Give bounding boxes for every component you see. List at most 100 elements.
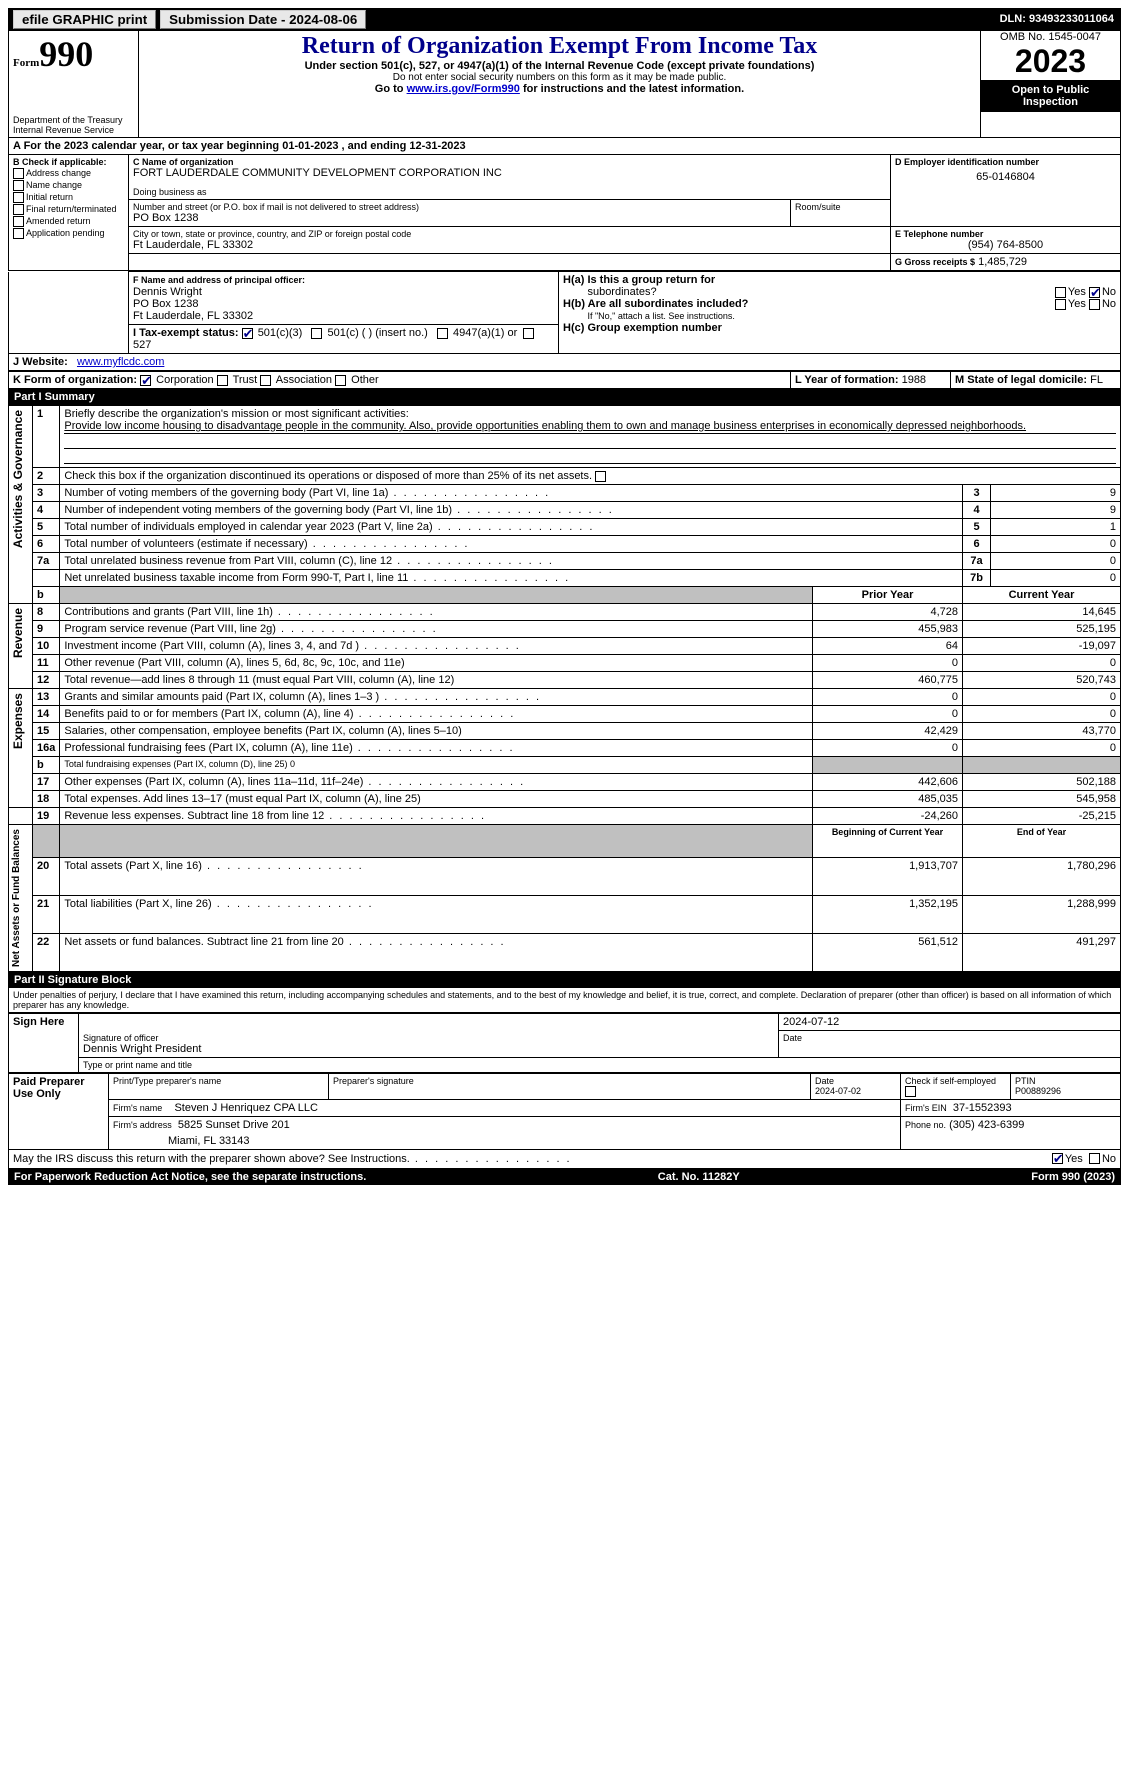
part1-header: Part I Summary — [8, 389, 1121, 405]
501c-checkbox[interactable] — [311, 328, 322, 339]
firm-ein-label: Firm's EIN — [905, 1103, 947, 1113]
l4-text: Number of independent voting members of … — [64, 504, 452, 516]
sign-here-label: Sign Here — [9, 1014, 79, 1073]
section-e-label: E Telephone number — [895, 229, 1116, 239]
prep-date-label: Date — [815, 1076, 834, 1086]
opt-assoc: Association — [276, 374, 332, 386]
hb-yes-checkbox[interactable] — [1055, 299, 1066, 310]
year-end: 12-31-2023 — [409, 140, 465, 152]
opt-527: 527 — [133, 339, 151, 351]
section-m-label: M State of legal domicile: — [955, 374, 1087, 386]
corp-checkbox[interactable] — [140, 375, 151, 386]
rot-netassets: Net Assets or Fund Balances — [9, 825, 24, 971]
ptin-value: P00889296 — [1015, 1086, 1061, 1096]
app-pending-checkbox[interactable] — [13, 228, 24, 239]
501c3-checkbox[interactable] — [242, 328, 253, 339]
prep-phone-label: Phone no. — [905, 1120, 946, 1130]
final-return-checkbox[interactable] — [13, 204, 24, 215]
room-label: Room/suite — [795, 202, 886, 212]
section-b-label: B Check if applicable: — [13, 157, 124, 167]
l13-text: Grants and similar amounts paid (Part IX… — [64, 691, 379, 703]
rot-activities: Activities & Governance — [9, 406, 27, 552]
r11p: 0 — [813, 655, 963, 672]
v4: 9 — [991, 502, 1121, 519]
r9p: 455,983 — [813, 621, 963, 638]
may-irs-no-checkbox[interactable] — [1089, 1153, 1100, 1164]
l20-text: Total assets (Part X, line 16) — [64, 860, 202, 872]
e18p: 485,035 — [813, 791, 963, 808]
h-b-label: H(b) Are all subordinates included? — [563, 298, 748, 310]
4947-checkbox[interactable] — [437, 328, 448, 339]
l1-label: Briefly describe the organization's miss… — [64, 408, 408, 420]
submission-date-button[interactable]: Submission Date - 2024-08-06 — [160, 10, 366, 29]
assoc-checkbox[interactable] — [260, 375, 271, 386]
section-f-label: F Name and address of principal officer: — [133, 275, 305, 285]
opt-other: Other — [351, 374, 379, 386]
year-formation: 1988 — [902, 374, 926, 386]
hb-no-checkbox[interactable] — [1089, 299, 1100, 310]
check-self: Check if self-employed — [905, 1076, 996, 1086]
e19p: -24,260 — [813, 808, 963, 825]
prep-name-label: Print/Type preparer's name — [109, 1073, 329, 1099]
section-j-label: J Website: — [13, 356, 68, 368]
hdr-prior: Prior Year — [813, 587, 963, 604]
officer-sig-name: Dennis Wright President — [83, 1043, 774, 1055]
firm-addr1: 5825 Sunset Drive 201 — [178, 1119, 290, 1131]
e14c: 0 — [963, 706, 1121, 723]
opt-trust: Trust — [233, 374, 258, 386]
ha-yes-checkbox[interactable] — [1055, 287, 1066, 298]
tax-year: 2023 — [981, 43, 1120, 80]
527-checkbox[interactable] — [523, 328, 534, 339]
l21-text: Total liabilities (Part X, line 26) — [64, 898, 211, 910]
section-a-label: A For the 2023 calendar year, or tax yea… — [13, 140, 282, 152]
n21e: 1,288,999 — [963, 896, 1121, 934]
self-employed-checkbox[interactable] — [905, 1086, 916, 1097]
website-link[interactable]: www.myflcdc.com — [77, 356, 164, 368]
open-inspection: Open to Public Inspection — [981, 80, 1120, 112]
goto-prefix: Go to — [375, 83, 407, 95]
type-print-label: Type or print name and title — [79, 1057, 1121, 1072]
dba-label: Doing business as — [133, 187, 886, 197]
r9c: 525,195 — [963, 621, 1121, 638]
opt-501c: 501(c) ( ) (insert no.) — [328, 327, 428, 339]
opt-final-return: Final return/terminated — [26, 204, 117, 214]
goto-link[interactable]: www.irs.gov/Form990 — [407, 83, 520, 95]
l18-text: Total expenses. Add lines 13–17 (must eq… — [64, 793, 420, 805]
v6: 0 — [991, 536, 1121, 553]
section-i-label: I Tax-exempt status: — [133, 327, 239, 339]
opt-initial-return: Initial return — [26, 192, 73, 202]
footer-cat: Cat. No. 11282Y — [658, 1171, 740, 1183]
h-a-label: H(a) Is this a group return for — [563, 274, 715, 286]
l2-checkbox[interactable] — [595, 471, 606, 482]
city-value: Ft Lauderdale, FL 33302 — [133, 239, 886, 251]
name-change-checkbox[interactable] — [13, 180, 24, 191]
trust-checkbox[interactable] — [217, 375, 228, 386]
city-label: City or town, state or province, country… — [133, 229, 886, 239]
footer-pra: For Paperwork Reduction Act Notice, see … — [14, 1171, 366, 1183]
section-a-mid: , and ending — [342, 140, 410, 152]
hb-no: No — [1102, 298, 1116, 310]
section-c-name-label: C Name of organization — [133, 157, 886, 167]
other-checkbox[interactable] — [335, 375, 346, 386]
part2-header: Part II Signature Block — [8, 972, 1121, 988]
v7b: 0 — [991, 570, 1121, 587]
v3: 9 — [991, 485, 1121, 502]
opt-app-pending: Application pending — [26, 228, 105, 238]
section-a: A For the 2023 calendar year, or tax yea… — [8, 138, 1121, 154]
state-domicile: FL — [1090, 374, 1103, 386]
r8p: 4,728 — [813, 604, 963, 621]
initial-return-checkbox[interactable] — [13, 192, 24, 203]
may-irs-yes-checkbox[interactable] — [1052, 1153, 1063, 1164]
ha-no-checkbox[interactable] — [1089, 287, 1100, 298]
v5: 1 — [991, 519, 1121, 536]
amended-return-checkbox[interactable] — [13, 216, 24, 227]
firm-name: Steven J Henriquez CPA LLC — [174, 1102, 317, 1114]
l8-text: Contributions and grants (Part VIII, lin… — [64, 606, 273, 618]
efile-print-button[interactable]: efile GRAPHIC print — [13, 10, 156, 29]
top-bar: efile GRAPHIC print Submission Date - 20… — [8, 8, 1121, 30]
e17p: 442,606 — [813, 774, 963, 791]
hb-note: If "No," attach a list. See instructions… — [587, 311, 734, 321]
r12p: 460,775 — [813, 672, 963, 689]
perjury-text: Under penalties of perjury, I declare th… — [8, 988, 1121, 1013]
addr-change-checkbox[interactable] — [13, 168, 24, 179]
